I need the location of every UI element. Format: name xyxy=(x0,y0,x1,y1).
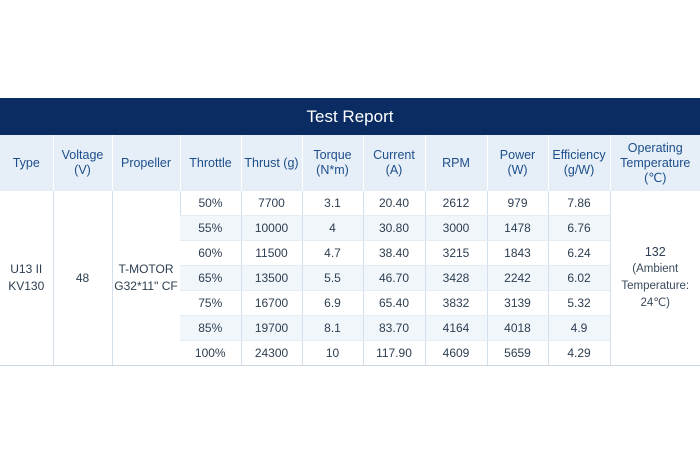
rpm-cell: 2612 xyxy=(424,191,487,216)
efficiency-cell: 6.76 xyxy=(547,215,610,241)
ambient-temperature-note: (Ambient Temperature: 24℃) xyxy=(621,263,690,309)
rpm-cell: 3215 xyxy=(424,240,487,266)
rpm-cell: 3000 xyxy=(424,215,487,241)
current-cell: 30.80 xyxy=(362,215,425,241)
efficiency-cell: 7.86 xyxy=(547,191,610,216)
power-cell: 979 xyxy=(486,191,548,216)
throttle-cell: 100% xyxy=(180,340,241,366)
header-propeller: Propeller xyxy=(111,135,180,191)
test-report: Test Report Type Voltage (V) Propeller T… xyxy=(0,98,700,366)
power-cell: 1843 xyxy=(486,240,548,266)
propeller-cell: T-MOTOR G32*11" CF xyxy=(111,191,180,366)
power-cell: 3139 xyxy=(486,290,548,316)
efficiency-cell: 5.32 xyxy=(547,290,610,316)
torque-cell: 4 xyxy=(301,215,363,241)
torque-cell: 6.9 xyxy=(301,290,363,316)
header-row: Type Voltage (V) Propeller Throttle Thru… xyxy=(0,135,700,191)
current-cell: 83.70 xyxy=(362,315,425,341)
header-voltage: Voltage (V) xyxy=(52,135,112,191)
table-row: U13 II KV130 48 T-MOTOR G32*11" CF 50% 7… xyxy=(0,191,700,366)
report-title: Test Report xyxy=(0,98,700,135)
throttle-cell: 75% xyxy=(180,290,241,316)
test-report-table: Type Voltage (V) Propeller Throttle Thru… xyxy=(0,135,700,366)
header-efficiency: Efficiency (g/W) xyxy=(547,135,610,191)
header-torque: Torque (N*m) xyxy=(301,135,363,191)
header-thrust: Thrust (g) xyxy=(240,135,302,191)
torque-cell: 5.5 xyxy=(301,265,363,291)
throttle-cell: 50% xyxy=(179,191,241,216)
table-row: 60% 11500 4.7 38.40 3215 1843 6.24 xyxy=(0,240,700,266)
table-row: 100% 24300 10 117.90 4609 5659 4.29 xyxy=(0,340,700,366)
throttle-cell: 60% xyxy=(180,240,241,266)
torque-cell: 4.7 xyxy=(301,240,363,266)
thrust-cell: 16700 xyxy=(240,290,302,316)
thrust-cell: 13500 xyxy=(240,265,302,291)
header-throttle: Throttle xyxy=(179,135,241,191)
header-type: Type xyxy=(0,135,53,191)
power-cell: 1478 xyxy=(486,215,548,241)
header-current: Current (A) xyxy=(362,135,425,191)
torque-cell: 3.1 xyxy=(301,191,363,216)
rpm-cell: 3428 xyxy=(424,265,487,291)
efficiency-cell: 4.9 xyxy=(547,315,610,341)
torque-cell: 10 xyxy=(301,340,363,366)
header-rpm: RPM xyxy=(424,135,487,191)
efficiency-cell: 6.02 xyxy=(547,265,610,291)
table-row: 55% 10000 4 30.80 3000 1478 6.76 xyxy=(0,215,700,241)
thrust-cell: 7700 xyxy=(240,191,302,216)
header-power: Power (W) xyxy=(486,135,548,191)
operating-temperature-cell: 132 (Ambient Temperature: 24℃) xyxy=(609,191,700,366)
current-cell: 65.40 xyxy=(362,290,425,316)
power-cell: 5659 xyxy=(486,340,548,366)
throttle-cell: 55% xyxy=(180,215,241,241)
torque-cell: 8.1 xyxy=(301,315,363,341)
thrust-cell: 19700 xyxy=(240,315,302,341)
header-operating-temperature: Operating Temperature (℃) xyxy=(609,135,700,191)
rpm-cell: 4164 xyxy=(424,315,487,341)
rpm-cell: 3832 xyxy=(424,290,487,316)
throttle-cell: 85% xyxy=(180,315,241,341)
current-cell: 46.70 xyxy=(362,265,425,291)
current-cell: 38.40 xyxy=(362,240,425,266)
power-cell: 4018 xyxy=(486,315,548,341)
current-cell: 20.40 xyxy=(362,191,425,216)
table-row: 75% 16700 6.9 65.40 3832 3139 5.32 xyxy=(0,290,700,316)
power-cell: 2242 xyxy=(486,265,548,291)
current-cell: 117.90 xyxy=(362,340,425,366)
efficiency-cell: 4.29 xyxy=(547,340,610,366)
table-row: 65% 13500 5.5 46.70 3428 2242 6.02 xyxy=(0,265,700,291)
voltage-cell: 48 xyxy=(52,191,112,366)
temperature-value: 132 xyxy=(644,245,666,259)
efficiency-cell: 6.24 xyxy=(547,240,610,266)
motor-type-cell: U13 II KV130 xyxy=(0,191,53,366)
thrust-cell: 24300 xyxy=(240,340,302,366)
thrust-cell: 11500 xyxy=(240,240,302,266)
table-row: 85% 19700 8.1 83.70 4164 4018 4.9 xyxy=(0,315,700,341)
throttle-cell: 65% xyxy=(180,265,241,291)
rpm-cell: 4609 xyxy=(424,340,487,366)
thrust-cell: 10000 xyxy=(240,215,302,241)
